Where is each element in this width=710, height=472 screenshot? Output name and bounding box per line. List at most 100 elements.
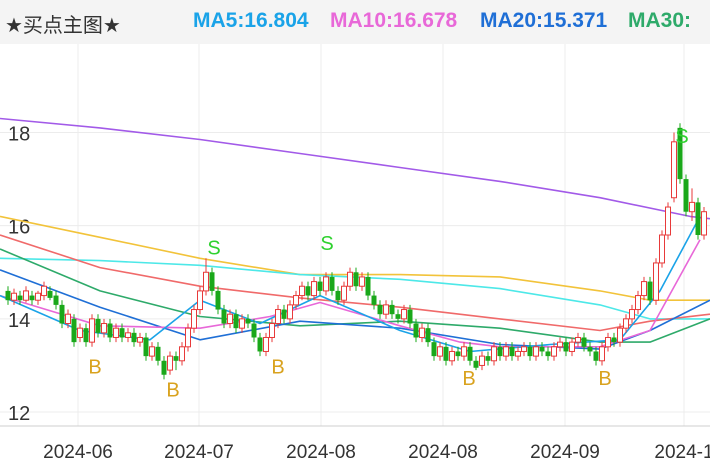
candle bbox=[611, 332, 617, 347]
candle bbox=[335, 286, 341, 305]
candle-body bbox=[503, 346, 509, 357]
candle-body bbox=[671, 141, 677, 199]
candle-body bbox=[59, 304, 65, 324]
ma20-readout: MA20:15.371 bbox=[480, 9, 608, 32]
candle bbox=[341, 281, 347, 305]
candle-body bbox=[545, 351, 551, 357]
candle bbox=[131, 328, 137, 347]
candle bbox=[515, 346, 521, 361]
candle bbox=[581, 332, 587, 352]
candle-body bbox=[635, 295, 641, 311]
candle-body bbox=[455, 351, 461, 357]
candle bbox=[53, 290, 59, 310]
candle-body bbox=[53, 295, 59, 305]
candle-body bbox=[125, 332, 131, 338]
candle bbox=[533, 342, 539, 361]
candle-body bbox=[107, 323, 113, 338]
candle-body bbox=[641, 281, 647, 297]
buy-marker: B bbox=[271, 356, 284, 378]
candle-body bbox=[179, 346, 185, 362]
candle bbox=[599, 342, 605, 366]
candle bbox=[65, 309, 71, 329]
candle-body bbox=[521, 346, 527, 352]
buy-marker: B bbox=[462, 368, 475, 390]
candle bbox=[149, 342, 155, 361]
candle-body bbox=[167, 355, 173, 371]
candle bbox=[167, 351, 173, 375]
candle-body bbox=[677, 127, 683, 180]
candle bbox=[695, 197, 701, 240]
candle-body bbox=[443, 346, 449, 361]
candle-body bbox=[155, 346, 161, 361]
candle-body bbox=[251, 323, 257, 338]
candle bbox=[383, 300, 389, 319]
candle-body bbox=[257, 337, 263, 352]
ma-line bbox=[0, 117, 710, 220]
candle-body bbox=[35, 292, 41, 301]
candle bbox=[485, 351, 491, 366]
candle bbox=[35, 290, 41, 305]
candle-body bbox=[341, 285, 347, 301]
candle bbox=[185, 323, 191, 352]
candle-body bbox=[245, 318, 251, 324]
candle bbox=[701, 207, 707, 240]
candle-body bbox=[407, 309, 413, 324]
candle bbox=[575, 332, 581, 347]
candle-body bbox=[197, 290, 203, 311]
candle-body bbox=[527, 346, 533, 357]
candle bbox=[677, 123, 683, 184]
candle bbox=[101, 318, 107, 338]
candle-body bbox=[479, 355, 485, 366]
candle-body bbox=[449, 350, 455, 362]
candle bbox=[509, 342, 515, 361]
candle-body bbox=[467, 346, 473, 361]
candle-body bbox=[119, 328, 125, 338]
candle-body bbox=[425, 328, 431, 343]
candle-body bbox=[431, 342, 437, 357]
candle-body bbox=[389, 304, 395, 315]
candle bbox=[95, 314, 101, 338]
candle bbox=[329, 272, 335, 296]
candle-body bbox=[17, 295, 23, 301]
ma-line bbox=[0, 248, 710, 343]
candle bbox=[323, 272, 329, 296]
candle bbox=[203, 258, 209, 296]
candle-body bbox=[161, 360, 167, 375]
candle-body bbox=[395, 314, 401, 319]
candle bbox=[395, 309, 401, 324]
candle-body bbox=[47, 290, 53, 298]
candle bbox=[569, 337, 575, 357]
candle-body bbox=[413, 323, 419, 338]
candle-body bbox=[209, 272, 215, 291]
candle bbox=[659, 230, 665, 268]
candle-body bbox=[623, 318, 629, 329]
candle bbox=[455, 346, 461, 361]
candle bbox=[161, 356, 167, 380]
candle bbox=[623, 314, 629, 333]
candle bbox=[503, 342, 509, 361]
candle-body bbox=[497, 346, 503, 357]
candle bbox=[449, 346, 455, 366]
candle bbox=[407, 304, 413, 329]
candle bbox=[497, 342, 503, 361]
candle bbox=[233, 309, 239, 333]
candle-body bbox=[401, 309, 407, 320]
candle-body bbox=[311, 281, 317, 297]
candle-body bbox=[329, 276, 335, 291]
moving-average-lines bbox=[0, 117, 710, 353]
candle bbox=[527, 342, 533, 361]
candle bbox=[491, 342, 497, 366]
candle bbox=[23, 286, 29, 303]
candle-body bbox=[557, 341, 563, 348]
candle-body bbox=[437, 346, 443, 357]
ma-line bbox=[0, 215, 710, 302]
candle-body bbox=[575, 336, 581, 343]
sell-marker: S bbox=[320, 233, 333, 255]
candle-body bbox=[89, 318, 95, 343]
candle bbox=[563, 337, 569, 357]
candle bbox=[263, 332, 269, 357]
candle bbox=[359, 272, 365, 291]
candle bbox=[419, 323, 425, 343]
candle bbox=[47, 286, 53, 301]
candle bbox=[401, 304, 407, 324]
